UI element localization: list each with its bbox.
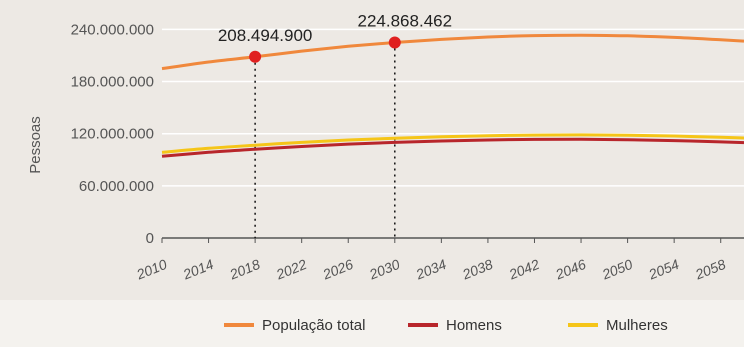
y-tick-label: 60.000.000 — [79, 178, 154, 195]
legend-label-2: Mulheres — [606, 317, 668, 334]
annotation-label: 208.494.900 — [218, 26, 313, 45]
legend-label-0: População total — [262, 317, 365, 334]
y-tick-label: 0 — [146, 230, 154, 247]
y-tick-label: 120.000.000 — [71, 126, 154, 143]
y-axis-label: Pessoas — [27, 116, 44, 174]
y-tick-label: 240.000.000 — [71, 21, 154, 38]
annotation-marker — [249, 50, 262, 63]
y-tick-label: 180.000.000 — [71, 74, 154, 91]
legend-label-1: Homens — [446, 317, 502, 334]
chart-background — [0, 0, 744, 300]
series-line-1 — [161, 137, 744, 158]
annotation-marker — [388, 36, 401, 49]
annotation-label: 224.868.462 — [358, 12, 453, 31]
legend-background — [0, 300, 744, 347]
series-line-2 — [161, 133, 744, 154]
